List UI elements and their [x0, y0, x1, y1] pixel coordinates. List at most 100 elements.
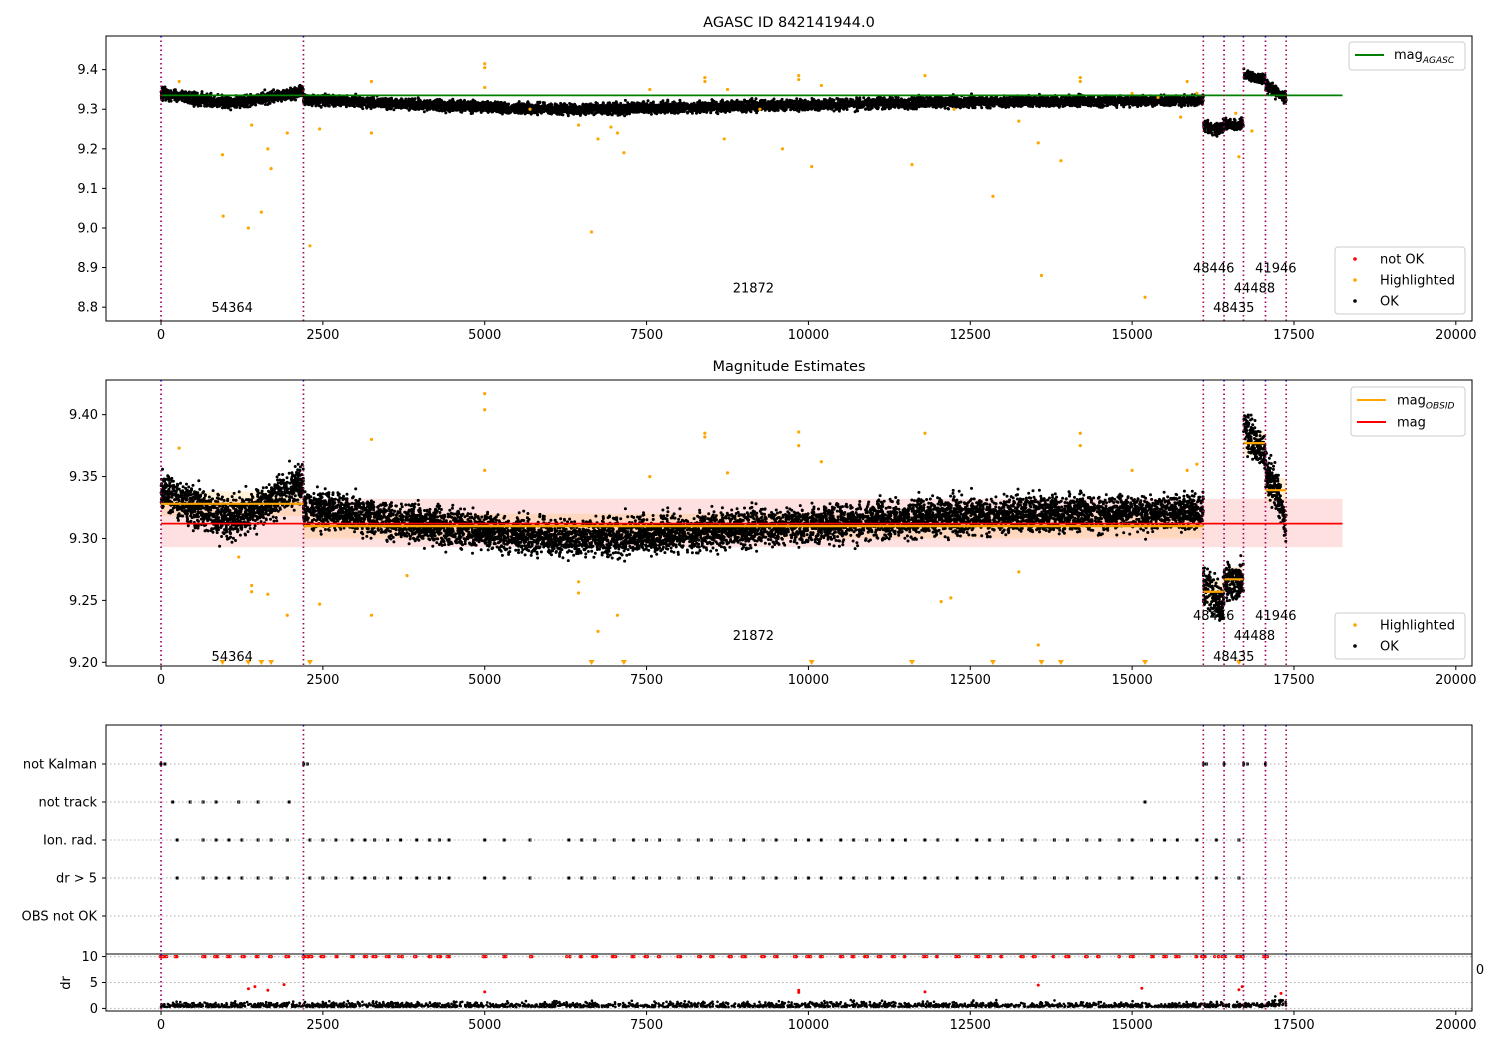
highlighted-point — [758, 107, 762, 111]
dr-capped-point — [591, 954, 595, 959]
obsid-label: 54364 — [212, 650, 253, 665]
flag-marker — [240, 838, 244, 842]
flag-marker — [742, 876, 746, 880]
x-tick-label: 10000 — [788, 673, 829, 688]
dr-capped-point — [502, 954, 506, 959]
dr-capped-point — [1200, 954, 1204, 959]
highlighted-point — [1036, 643, 1040, 647]
out-of-range-marker — [620, 660, 627, 665]
flag-marker — [386, 838, 390, 842]
highlighted-point — [703, 431, 707, 435]
highlighted-point — [797, 444, 801, 448]
flag-marker — [975, 876, 979, 880]
flag-marker — [350, 876, 354, 880]
flag-marker — [955, 838, 959, 842]
flag-marker — [428, 876, 432, 880]
flag-marker — [852, 838, 856, 842]
dr-not-ok-point — [253, 985, 257, 989]
dr-capped-point — [775, 954, 779, 959]
flag-marker — [936, 876, 940, 880]
dr-not-ok-point — [282, 983, 286, 987]
obsid-label: 21872 — [733, 281, 774, 296]
flag-marker — [819, 838, 823, 842]
flag-marker — [891, 876, 895, 880]
legend-point-swatch — [1353, 278, 1357, 282]
flag-marker — [175, 838, 179, 842]
highlighted-point — [1039, 273, 1044, 278]
x-tick-label: 7500 — [630, 1018, 663, 1033]
x-tick-label: 17500 — [1273, 673, 1314, 688]
dr-capped-point — [902, 954, 907, 959]
out-of-range-marker — [306, 660, 313, 665]
dr-capped-point — [387, 954, 391, 959]
legend-point-swatch — [1353, 299, 1357, 303]
flag-label: dr > 5 — [56, 872, 97, 887]
x-tick-label: 10000 — [788, 328, 829, 343]
dr-capped-point — [610, 954, 614, 959]
highlighted-point — [596, 629, 600, 633]
flag-marker — [1162, 838, 1166, 842]
flag-marker — [567, 838, 571, 842]
dr-capped-point — [203, 954, 207, 959]
dr-capped-point — [362, 954, 366, 959]
out-of-range-marker — [1235, 660, 1242, 665]
x-tick-label: 0 — [157, 1018, 165, 1033]
x-tick-label: 17500 — [1273, 328, 1314, 343]
flag-marker — [447, 838, 451, 842]
out-of-range-marker — [1057, 660, 1064, 665]
legend-label: magOBSID — [1397, 394, 1455, 412]
highlighted-point — [1234, 111, 1238, 115]
dr-capped-point — [614, 954, 618, 959]
dr-capped-point — [850, 954, 854, 959]
flag-marker — [975, 838, 979, 842]
flag-marker — [1130, 876, 1134, 880]
obsid-label: 48435 — [1213, 650, 1254, 665]
highlighted-point — [246, 226, 251, 230]
highlighted-point — [703, 79, 707, 84]
out-of-range-marker — [808, 660, 815, 665]
highlighted-point — [576, 580, 581, 584]
highlighted-point — [1185, 79, 1189, 84]
flag-marker — [386, 876, 390, 880]
highlighted-point — [369, 613, 374, 617]
dr-capped-point — [578, 954, 583, 959]
legend-label: OK — [1380, 295, 1399, 310]
flag-marker — [428, 838, 432, 842]
dr-capped-point — [838, 954, 842, 959]
dr-capped-point — [436, 954, 440, 959]
obsid-label: 41946 — [1255, 262, 1296, 277]
flag-marker — [399, 876, 403, 880]
flag-marker — [308, 838, 312, 842]
flag-marker — [1098, 838, 1102, 842]
dr-capped-point — [1052, 954, 1056, 959]
dr-capped-point — [1130, 954, 1134, 959]
obsid-label: 21872 — [733, 629, 774, 644]
highlighted-point — [285, 613, 289, 617]
x-tick-label: 2500 — [306, 673, 339, 688]
dr-capped-point — [1031, 954, 1035, 959]
flag-marker — [878, 876, 882, 880]
flag-label: not track — [38, 796, 97, 811]
dr-capped-point — [568, 954, 572, 959]
flag-marker — [774, 838, 778, 842]
x-tick-label: 15000 — [1111, 673, 1152, 688]
highlighted-point — [177, 79, 181, 84]
obsid-label: 48435 — [1213, 301, 1254, 316]
dr-capped-point — [742, 954, 747, 959]
x-tick-label: 10000 — [788, 1018, 829, 1033]
dr-capped-point — [1240, 954, 1244, 959]
flag-marker — [806, 876, 810, 880]
highlighted-point — [797, 73, 801, 78]
flag-marker — [1162, 876, 1166, 880]
x-tick-label: 2500 — [306, 1018, 339, 1033]
flag-marker — [806, 838, 810, 842]
dr-capped-point — [935, 954, 940, 959]
highlighted-point — [819, 460, 823, 464]
highlighted-point — [1078, 75, 1082, 80]
dr-not-ok-point — [266, 988, 270, 992]
dr-capped-point — [481, 954, 486, 959]
highlighted-point — [797, 430, 801, 434]
flag-marker — [502, 876, 506, 880]
x-tick-label: 20000 — [1435, 673, 1476, 688]
